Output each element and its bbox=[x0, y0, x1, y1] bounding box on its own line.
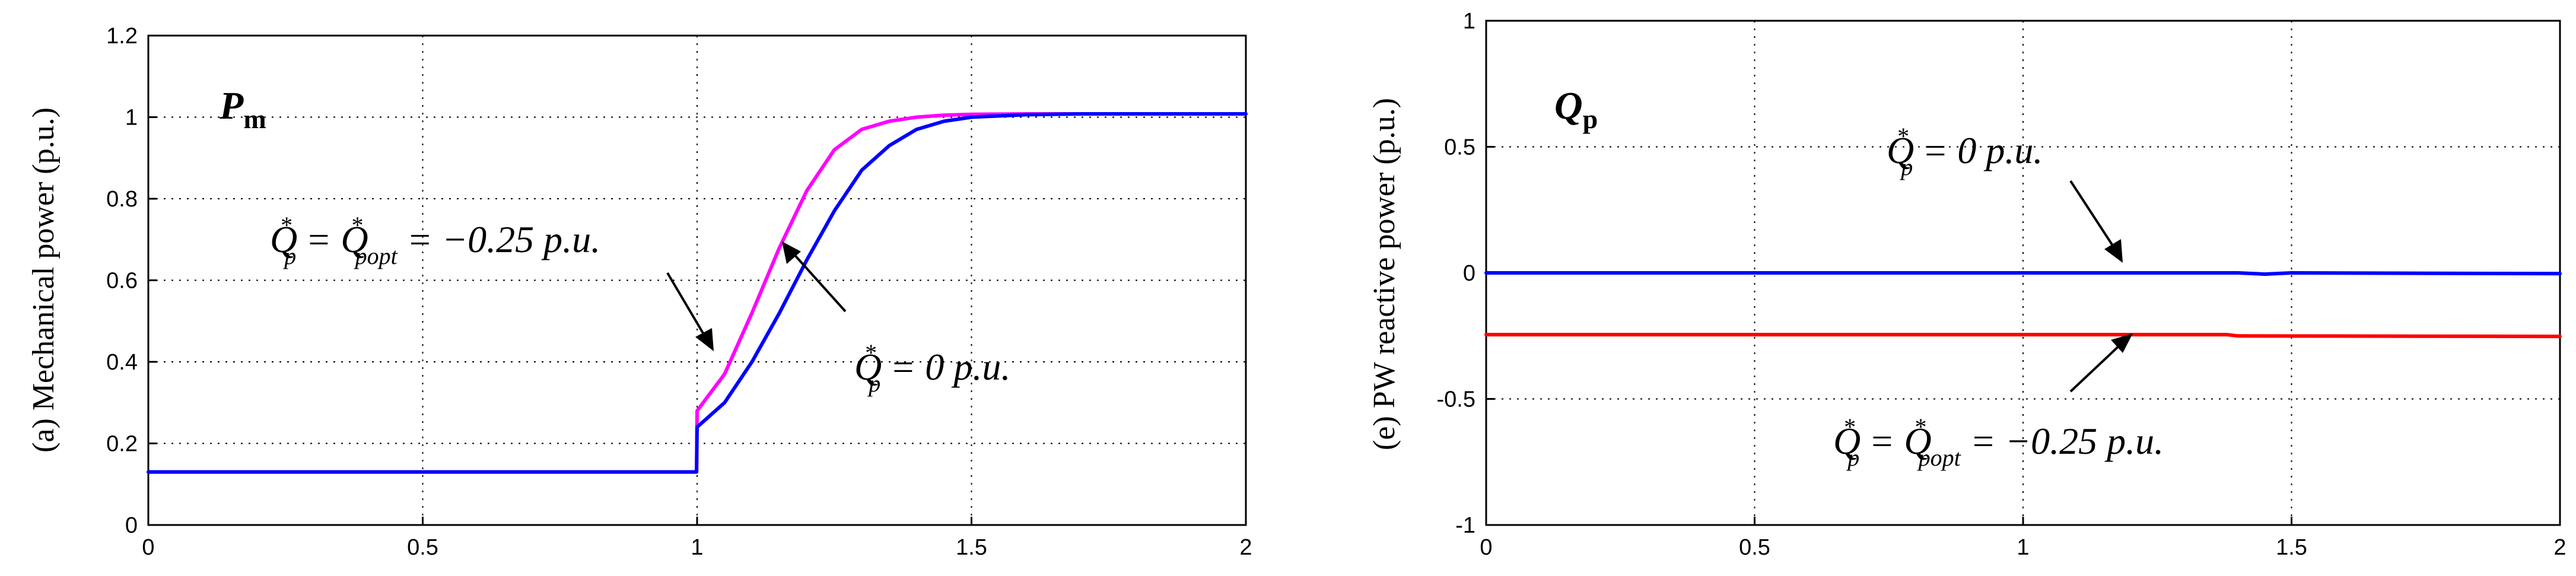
annotation-qp-zero: Q* p = 0 p.u. bbox=[854, 339, 1010, 397]
x-tick-label: 1 bbox=[691, 535, 703, 560]
x-tick-label: 0 bbox=[1480, 535, 1492, 560]
x-tick-label: 0.5 bbox=[1739, 535, 1770, 560]
axis-ticks: 0 0.5 1 1.5 2 -1 -0.5 0 0.5 1 bbox=[1437, 9, 2567, 560]
annotation-qp-qpopt: Q* p = Q* popt = −0.25 p.u. bbox=[1833, 413, 2164, 471]
x-tick-label: 1.5 bbox=[2276, 535, 2307, 560]
arrow-1 bbox=[666, 272, 714, 351]
x-tick-label: 1.5 bbox=[956, 535, 987, 560]
chart-mechanical-power: 0 0.5 1 1.5 2 0 0.2 0.4 0.6 0.8 1 1.2 (a) Mechanica… bbox=[27, 24, 1252, 560]
series-line-1 bbox=[1484, 333, 2562, 339]
x-tick-label: 0.5 bbox=[407, 535, 438, 560]
plot-title: Qp bbox=[1554, 84, 1598, 134]
series-line-0 bbox=[1484, 271, 2562, 276]
chart-pw-reactive-power: 0 0.5 1 1.5 2 -1 -0.5 0 0.5 1 (e) PW reactive pow… bbox=[1367, 9, 2567, 560]
arrow-2 bbox=[782, 241, 847, 313]
x-tick-label: 2 bbox=[2553, 535, 2566, 560]
y-tick-label: 1 bbox=[1463, 9, 1475, 34]
y-axis-label: (a) Mechanical power (p.u.) bbox=[27, 107, 61, 453]
y-tick-label: 0.4 bbox=[106, 350, 138, 375]
y-axis-label: (e) PW reactive power (p.u.) bbox=[1367, 98, 1401, 450]
x-tick-label: 2 bbox=[1239, 535, 1252, 560]
y-tick-label: -1 bbox=[1455, 513, 1475, 538]
y-tick-label: 1.2 bbox=[106, 24, 138, 49]
x-tick-label: 1 bbox=[2017, 535, 2029, 560]
y-tick-label: 0 bbox=[125, 513, 138, 538]
y-tick-label: 0 bbox=[1463, 261, 1475, 286]
y-tick-label: 0.5 bbox=[1444, 135, 1475, 160]
arrow-2 bbox=[2069, 333, 2133, 393]
arrow-1 bbox=[2069, 180, 2123, 263]
series-lines bbox=[1484, 271, 2562, 339]
y-tick-label: 1 bbox=[125, 106, 138, 131]
y-tick-label: 0.6 bbox=[106, 269, 138, 294]
y-tick-label: 0.2 bbox=[106, 432, 138, 457]
axis-ticks: 0 0.5 1 1.5 2 0 0.2 0.4 0.6 0.8 1 1.2 bbox=[106, 24, 1252, 560]
annotation-qp-zero: Q* p = 0 p.u. bbox=[1887, 123, 2043, 180]
series-lines bbox=[147, 112, 1248, 474]
x-tick-label: 0 bbox=[142, 535, 154, 560]
y-tick-label: -0.5 bbox=[1437, 387, 1475, 412]
series-line-0 bbox=[147, 112, 1248, 474]
plot-title: Pm bbox=[219, 84, 266, 134]
annotation-qp-qpopt: Q* p = Q* popt = −0.25 p.u. bbox=[270, 212, 600, 269]
series-line-1 bbox=[147, 112, 1248, 474]
y-tick-label: 0.8 bbox=[106, 187, 138, 212]
